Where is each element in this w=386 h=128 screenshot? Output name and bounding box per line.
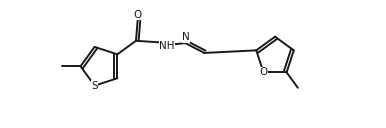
Text: O: O <box>259 67 267 77</box>
Text: N: N <box>182 32 190 42</box>
Text: NH: NH <box>159 41 175 51</box>
Text: S: S <box>91 81 98 91</box>
Text: O: O <box>134 9 142 19</box>
